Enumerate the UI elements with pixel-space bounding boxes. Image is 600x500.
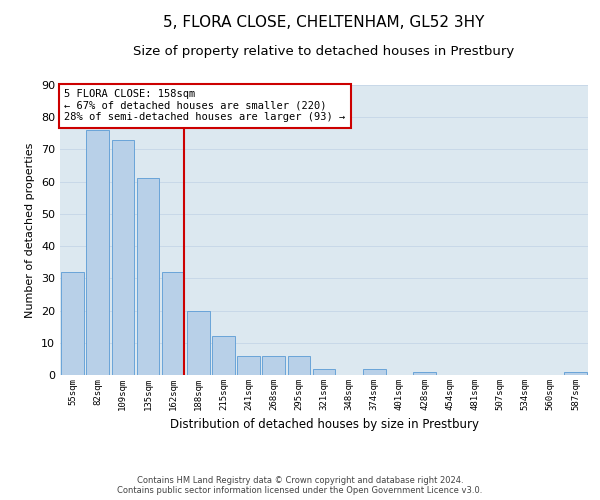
Bar <box>287 356 310 375</box>
Bar <box>61 272 84 375</box>
Bar <box>237 356 260 375</box>
Bar <box>564 372 587 375</box>
Text: Size of property relative to detached houses in Prestbury: Size of property relative to detached ho… <box>133 45 515 58</box>
Bar <box>413 372 436 375</box>
Y-axis label: Number of detached properties: Number of detached properties <box>25 142 35 318</box>
Bar <box>313 368 335 375</box>
Bar <box>112 140 134 375</box>
Bar <box>137 178 160 375</box>
Bar <box>262 356 285 375</box>
Bar <box>212 336 235 375</box>
Bar <box>162 272 184 375</box>
Bar <box>363 368 386 375</box>
X-axis label: Distribution of detached houses by size in Prestbury: Distribution of detached houses by size … <box>170 418 479 432</box>
Bar <box>86 130 109 375</box>
Text: Contains HM Land Registry data © Crown copyright and database right 2024.
Contai: Contains HM Land Registry data © Crown c… <box>118 476 482 495</box>
Text: 5 FLORA CLOSE: 158sqm
← 67% of detached houses are smaller (220)
28% of semi-det: 5 FLORA CLOSE: 158sqm ← 67% of detached … <box>64 89 346 122</box>
Bar <box>187 310 209 375</box>
Text: 5, FLORA CLOSE, CHELTENHAM, GL52 3HY: 5, FLORA CLOSE, CHELTENHAM, GL52 3HY <box>163 15 485 30</box>
